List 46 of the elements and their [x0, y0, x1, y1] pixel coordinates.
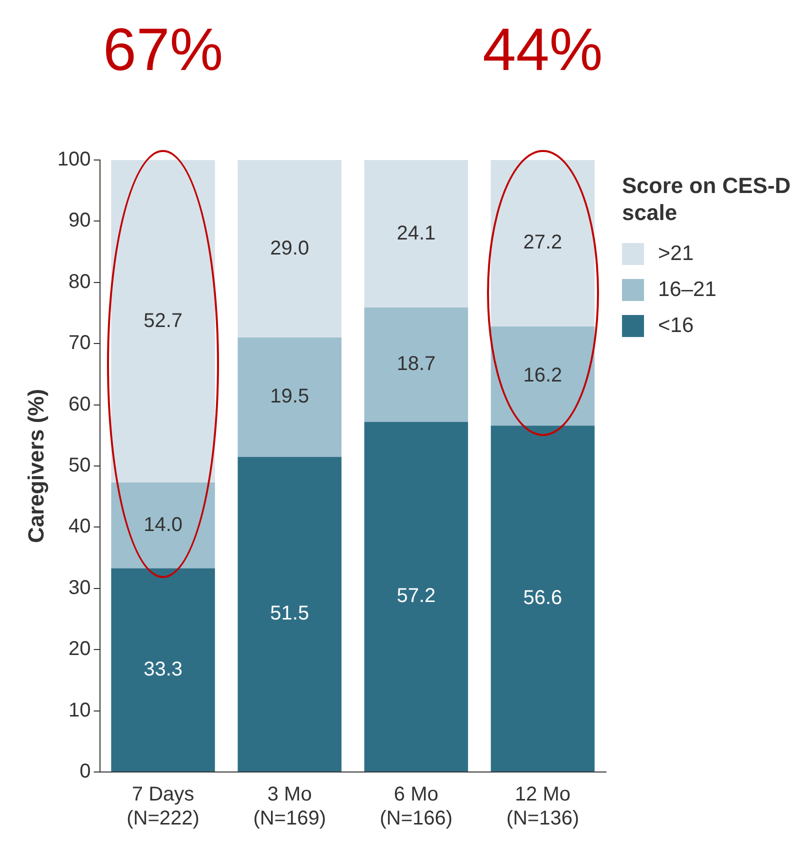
data-label: 52.7	[144, 310, 183, 332]
bar	[364, 160, 468, 308]
y-tick-label: 70	[68, 332, 91, 354]
legend-label: <16	[658, 314, 694, 338]
data-label: 14.0	[144, 514, 183, 536]
y-tick-label: 40	[68, 516, 91, 538]
y-tick-label: 0	[80, 760, 91, 783]
y-axis-title: Caregivers (%)	[23, 388, 48, 544]
data-label: 51.5	[270, 602, 310, 625]
x-tick-label: 3 Mo (N=169)	[253, 784, 326, 830]
bar	[111, 568, 215, 772]
x-tick-label: 6 Mo (N=166)	[380, 784, 453, 830]
bar	[238, 456, 342, 772]
x-tick-label: 7 Days (N=222)	[126, 784, 200, 830]
data-label: 16.2	[523, 364, 562, 387]
bar	[364, 422, 468, 772]
text: 44%	[482, 16, 603, 83]
data-label: 33.3	[144, 658, 183, 680]
data-label: 18.7	[396, 353, 436, 376]
x-tick-label: 12 Mo (N=136)	[506, 784, 580, 830]
data-label: 56.6	[523, 587, 562, 610]
data-label: 24.1	[396, 222, 436, 244]
bar	[111, 482, 215, 568]
y-tick-label: 30	[68, 576, 91, 599]
y-tick-label: 90	[68, 210, 91, 232]
y-tick-label: 10	[68, 699, 91, 722]
legend-title: Score on CES-D scale	[622, 172, 792, 226]
text: 67%	[103, 16, 224, 83]
bar	[238, 337, 342, 457]
y-tick-label: 60	[68, 393, 91, 416]
y-tick-label: 80	[68, 270, 91, 293]
bar	[490, 326, 595, 426]
bar	[490, 160, 595, 326]
data-label: 27.2	[523, 232, 562, 254]
legend-label: 16–21	[658, 278, 716, 302]
data-label: 19.5	[270, 386, 310, 408]
bar	[238, 160, 342, 338]
y-tick-label: 100	[57, 148, 91, 171]
bar	[364, 307, 468, 422]
bar	[111, 160, 215, 483]
y-tick-label: 20	[68, 638, 91, 660]
data-label: 57.2	[396, 585, 436, 608]
bar	[490, 426, 595, 772]
data-label: 29.0	[270, 237, 310, 260]
legend-label: >21	[658, 242, 694, 266]
y-tick-label: 50	[68, 454, 91, 477]
